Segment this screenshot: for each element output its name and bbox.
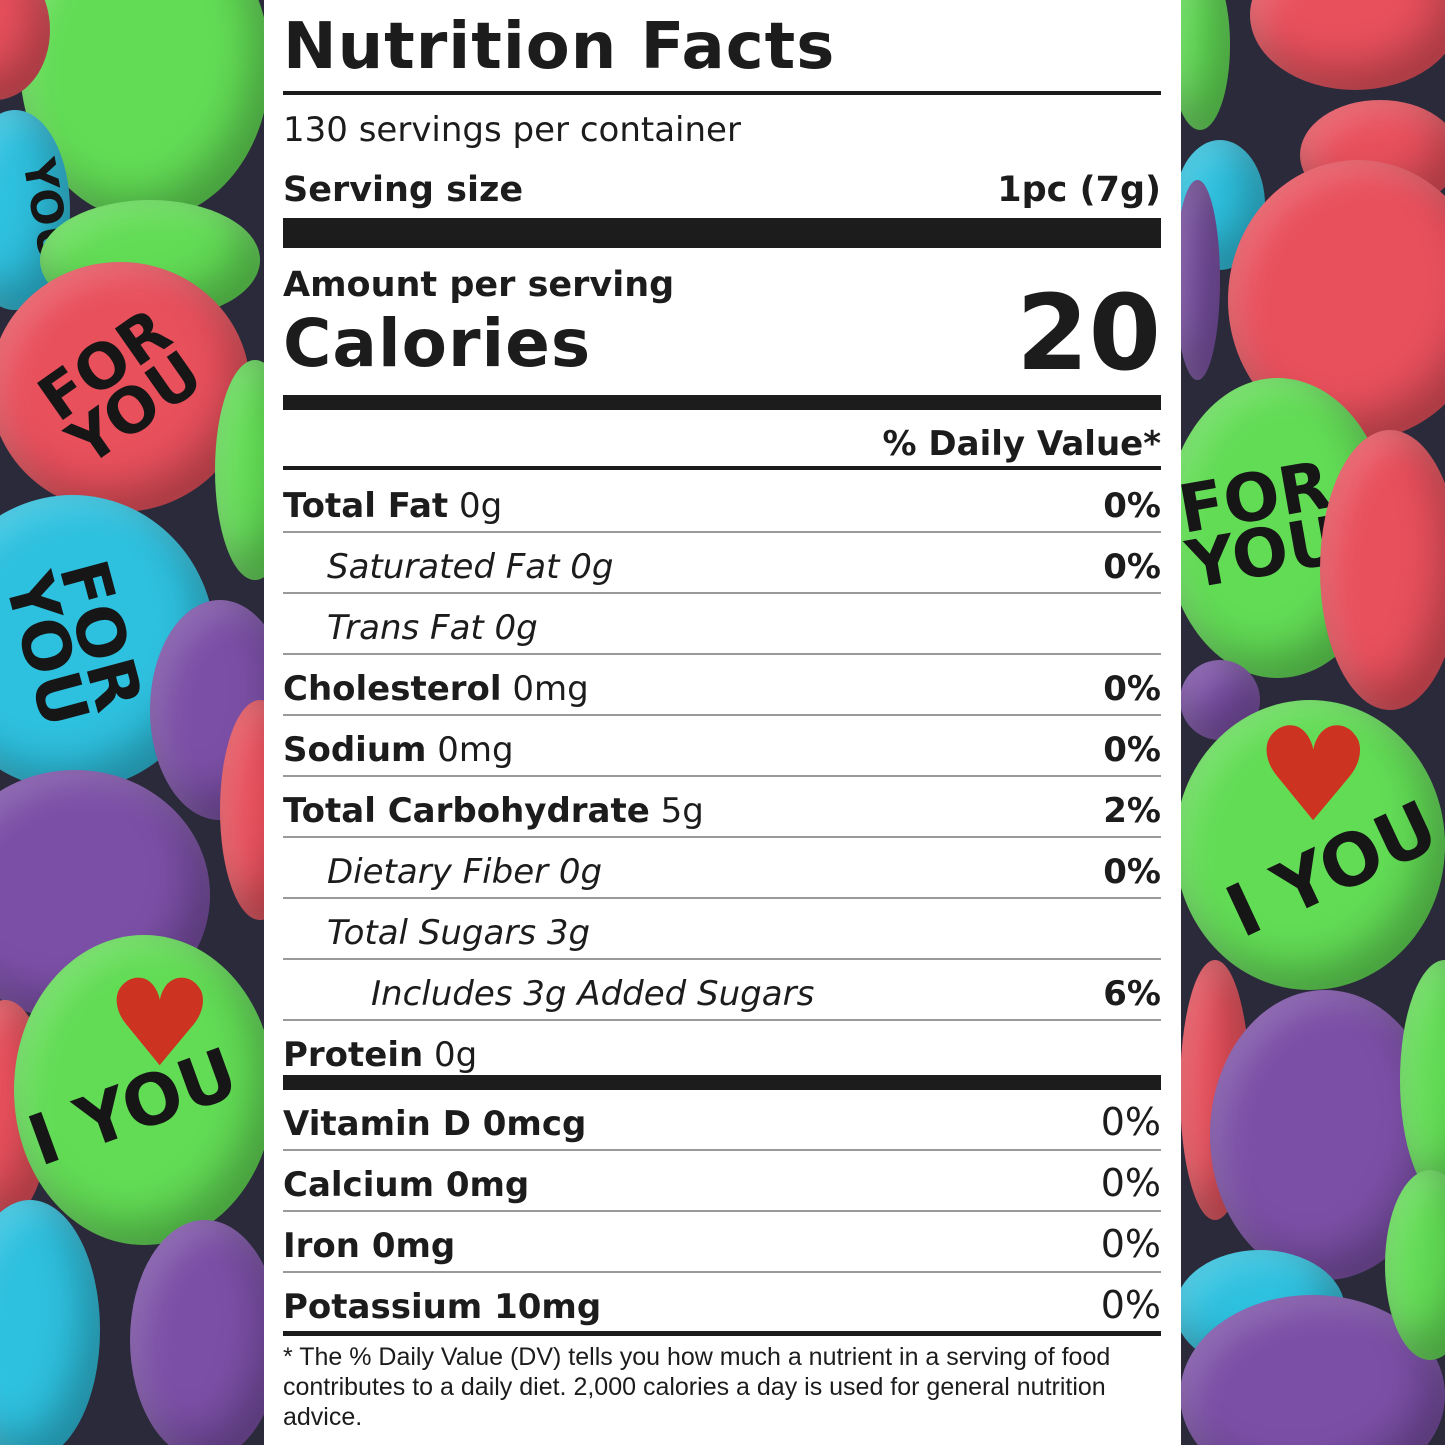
- nutrient-row-dietary-fiber: Dietary Fiber 0g 0%: [283, 838, 1161, 899]
- vitamin-name: Vitamin D 0mcg: [283, 1104, 587, 1144]
- nutrient-name: Total Fat 0g: [283, 486, 503, 526]
- nutrient-amount: 0g: [458, 486, 503, 526]
- divider: [283, 1331, 1161, 1336]
- nutrient-row-added-sugars: Includes 3g Added Sugars 6%: [283, 960, 1161, 1021]
- divider: [283, 466, 1161, 470]
- serving-size-value: 1pc (7g): [997, 170, 1161, 210]
- nutrient-amount: 0mg: [512, 669, 589, 709]
- row-divider: [283, 1149, 1161, 1151]
- thick-divider: [283, 395, 1161, 410]
- nutrient-row-saturated-fat: Saturated Fat 0g 0%: [283, 533, 1161, 594]
- candy-ball: [1320, 430, 1445, 710]
- vitamin-dv: 0%: [1100, 1100, 1161, 1144]
- calories-label: Calories: [283, 305, 592, 382]
- row-divider: [283, 1271, 1161, 1273]
- daily-value-footnote: * The % Daily Value (DV) tells you how m…: [283, 1343, 1111, 1431]
- candy-stamp: FOR YOU: [25, 294, 215, 480]
- nutrient-name: Sodium 0mg: [283, 730, 514, 770]
- nutrient-amount: 0mg: [437, 730, 514, 770]
- vitamin-dv: 0%: [1100, 1283, 1161, 1327]
- vitamin-row-calcium: Calcium 0mg 0%: [283, 1151, 1161, 1212]
- amount-per-serving: Amount per serving: [283, 265, 675, 305]
- nutrient-dv: 0%: [1103, 852, 1161, 892]
- vitamin-dv: 0%: [1100, 1161, 1161, 1205]
- nutrient-row-sodium: Sodium 0mg 0%: [283, 716, 1161, 777]
- row-divider: [283, 897, 1161, 899]
- row-divider: [283, 592, 1161, 594]
- nutrient-name: Saturated Fat 0g: [327, 547, 614, 587]
- stamp-line-i: I: [1213, 866, 1274, 954]
- vitamin-row-potassium: Potassium 10mg 0%: [283, 1273, 1161, 1334]
- row-divider: [283, 1210, 1161, 1212]
- row-divider: [283, 653, 1161, 655]
- row-divider: [283, 775, 1161, 777]
- nutrient-dv: 0%: [1103, 730, 1161, 770]
- heart-icon: ♥: [106, 955, 214, 1094]
- servings-per-container: 130 servings per container: [283, 110, 741, 150]
- heart-icon: ♥: [1255, 699, 1372, 851]
- row-divider: [283, 714, 1161, 716]
- candy-ball: ♥ I YOU: [14, 935, 274, 1245]
- thick-divider: [283, 1075, 1161, 1090]
- vitamin-dv: 0%: [1100, 1222, 1161, 1266]
- vitamin-row-iron: Iron 0mg 0%: [283, 1212, 1161, 1273]
- nutrient-row-protein: Protein 0g: [283, 1021, 1161, 1082]
- row-divider: [283, 1019, 1161, 1021]
- vitamin-name: Potassium 10mg: [283, 1287, 602, 1327]
- nutrient-dv: 6%: [1103, 974, 1161, 1014]
- nutrient-row-trans-fat: Trans Fat 0g: [283, 594, 1161, 655]
- row-divider: [283, 958, 1161, 960]
- candy-ball: [1175, 180, 1220, 380]
- nutrient-name: Dietary Fiber 0g: [327, 852, 603, 892]
- nutrient-dv: 0%: [1103, 486, 1161, 526]
- vitamin-row-vitamin-d: Vitamin D 0mcg 0%: [283, 1090, 1161, 1151]
- nutrient-amount: 5g: [660, 791, 704, 831]
- vitamin-name: Calcium 0mg: [283, 1165, 530, 1205]
- nutrient-row-cholesterol: Cholesterol 0mg 0%: [283, 655, 1161, 716]
- candy-stamp: I YOU: [18, 1032, 248, 1183]
- candy-ball: ♥ I YOU: [1175, 700, 1445, 990]
- divider: [283, 91, 1161, 95]
- candy-stamp: FOR YOU: [0, 552, 157, 735]
- nutrient-name: Trans Fat 0g: [327, 608, 538, 648]
- serving-size-label: Serving size: [283, 170, 524, 210]
- nutrient-amount: 0g: [434, 1035, 478, 1075]
- nutrient-dv: 2%: [1103, 791, 1161, 831]
- daily-value-header: % Daily Value*: [882, 424, 1161, 464]
- row-divider: [283, 531, 1161, 533]
- nutrient-name: Protein 0g: [283, 1035, 478, 1075]
- label-title: Nutrition Facts: [283, 10, 836, 84]
- candy-ball: [0, 1200, 100, 1445]
- vitamin-name: Iron 0mg: [283, 1226, 456, 1266]
- nutrient-name: Includes 3g Added Sugars: [371, 974, 815, 1014]
- thick-divider: [283, 218, 1161, 248]
- row-divider: [283, 836, 1161, 838]
- nutrient-dv: 0%: [1103, 669, 1161, 709]
- nutrient-name: Cholesterol 0mg: [283, 669, 589, 709]
- nutrient-dv: 0%: [1103, 547, 1161, 587]
- candy-ball: [130, 1220, 280, 1445]
- calories-value: 20: [1016, 272, 1161, 394]
- nutrient-row-total-carbohydrate: Total Carbohydrate 5g 2%: [283, 777, 1161, 838]
- nutrient-row-total-sugars: Total Sugars 3g: [283, 899, 1161, 960]
- candy-ball: [1250, 0, 1445, 90]
- nutrient-name: Total Carbohydrate 5g: [283, 791, 704, 831]
- candy-ball: FOR YOU: [0, 262, 250, 512]
- nutrient-name: Total Sugars 3g: [327, 913, 591, 953]
- nutrient-row-total-fat: Total Fat 0g 0%: [283, 472, 1161, 533]
